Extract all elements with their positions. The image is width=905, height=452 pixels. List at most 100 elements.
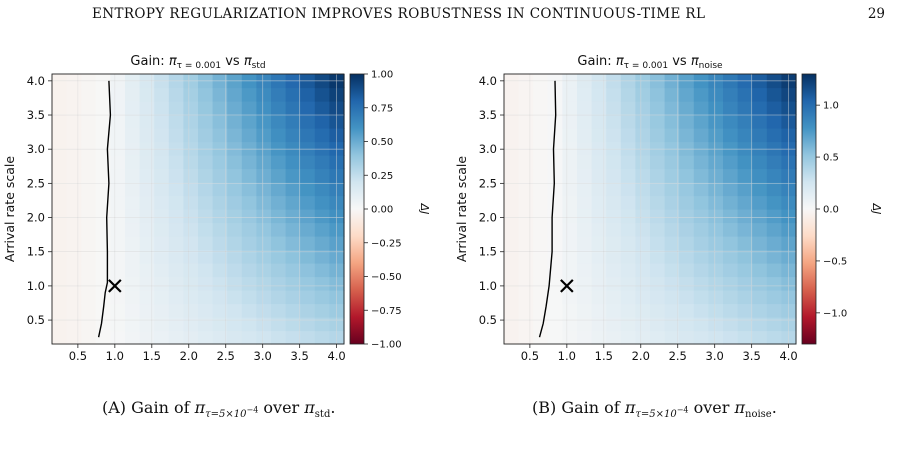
heatmap-cell bbox=[314, 330, 330, 345]
heatmap-cell bbox=[227, 209, 243, 224]
heatmap-cell bbox=[635, 114, 651, 129]
heatmap-cell bbox=[752, 195, 768, 210]
heatmap-cell bbox=[81, 101, 97, 116]
heatmap-cell bbox=[620, 317, 636, 332]
heatmap-cell bbox=[781, 87, 797, 102]
heatmap-cell bbox=[723, 209, 739, 224]
heatmap-cell bbox=[125, 276, 141, 291]
heatmap-cell bbox=[518, 182, 534, 197]
heatmap-cell bbox=[329, 249, 345, 264]
heatmap-cell bbox=[766, 209, 782, 224]
heatmap-cell bbox=[212, 236, 228, 251]
heatmap-cell bbox=[314, 236, 330, 251]
heatmap-cell bbox=[227, 263, 243, 278]
heatmap-cell bbox=[271, 236, 287, 251]
caption-text: Gain of bbox=[131, 398, 195, 417]
heatmap-cell bbox=[664, 222, 680, 237]
heatmap-cell bbox=[723, 263, 739, 278]
heatmap-cell bbox=[154, 155, 170, 170]
heatmap-cell bbox=[168, 290, 184, 305]
y-tick-label: 3.5 bbox=[479, 108, 497, 122]
heatmap-cell bbox=[95, 168, 111, 183]
heatmap-cell bbox=[154, 303, 170, 318]
caption-text: Gain of bbox=[561, 398, 625, 417]
heatmap-cell bbox=[300, 249, 316, 264]
heatmap-cell bbox=[620, 128, 636, 143]
heatmap-cell bbox=[533, 101, 549, 116]
heatmap-cell bbox=[212, 195, 228, 210]
heatmap-cell bbox=[533, 141, 549, 156]
heatmap-cell bbox=[125, 101, 141, 116]
heatmap-cell bbox=[154, 236, 170, 251]
heatmap-cell bbox=[241, 87, 257, 102]
heatmap-cell bbox=[256, 263, 272, 278]
colorbar-tick-label: 1.0 bbox=[823, 101, 839, 112]
heatmap-cell bbox=[693, 195, 709, 210]
heatmap-cell bbox=[620, 290, 636, 305]
heatmap-cell bbox=[95, 290, 111, 305]
heatmap-cell bbox=[95, 141, 111, 156]
heatmap-cell bbox=[95, 276, 111, 291]
heatmap-cell bbox=[562, 101, 578, 116]
heatmap-cell bbox=[125, 195, 141, 210]
heatmap-cell bbox=[606, 330, 622, 345]
heatmap-cell bbox=[314, 249, 330, 264]
heatmap-cells bbox=[504, 74, 797, 345]
heatmap-cell bbox=[198, 101, 214, 116]
heatmap-cell bbox=[110, 168, 126, 183]
heatmap-cell bbox=[723, 87, 739, 102]
heatmap-cell bbox=[300, 182, 316, 197]
heatmap-cell bbox=[52, 209, 68, 224]
heatmap-cell bbox=[285, 128, 301, 143]
caption-pi2: π bbox=[304, 398, 315, 417]
heatmap-cell bbox=[737, 168, 753, 183]
heatmap-cell bbox=[650, 222, 666, 237]
heatmap-cell bbox=[66, 195, 82, 210]
heatmap-cell bbox=[562, 74, 578, 89]
heatmap-cell bbox=[781, 222, 797, 237]
heatmap-cell bbox=[679, 101, 695, 116]
caption-sup: −4 bbox=[676, 405, 689, 415]
heatmap-cell bbox=[168, 101, 184, 116]
heatmap-cell bbox=[591, 182, 607, 197]
heatmap-cell bbox=[168, 249, 184, 264]
heatmap-cell bbox=[154, 74, 170, 89]
heatmap-cell bbox=[271, 141, 287, 156]
heatmap-cell bbox=[781, 330, 797, 345]
heatmap-cell bbox=[285, 330, 301, 345]
heatmap-cell bbox=[168, 317, 184, 332]
heatmap-cell bbox=[95, 182, 111, 197]
heatmap-cell bbox=[562, 330, 578, 345]
heatmap-cell bbox=[285, 209, 301, 224]
heatmap-cell bbox=[285, 249, 301, 264]
heatmap-cell bbox=[708, 168, 724, 183]
heatmap-cell bbox=[66, 114, 82, 129]
heatmap-cell bbox=[81, 87, 97, 102]
heatmap-cell bbox=[693, 236, 709, 251]
heatmap-cell bbox=[95, 74, 111, 89]
x-tick-label: 2.0 bbox=[180, 349, 198, 360]
heatmap-cell bbox=[154, 209, 170, 224]
heatmap-cell bbox=[256, 128, 272, 143]
heatmap-cell bbox=[154, 87, 170, 102]
heatmap-cell bbox=[110, 263, 126, 278]
heatmap-cell bbox=[154, 290, 170, 305]
heatmap-cell bbox=[591, 101, 607, 116]
heatmap-cell bbox=[81, 195, 97, 210]
heatmap-cell bbox=[183, 263, 199, 278]
heatmap-cell bbox=[752, 317, 768, 332]
heatmap-cell bbox=[620, 182, 636, 197]
heatmap-cell bbox=[781, 182, 797, 197]
heatmap-cell bbox=[635, 303, 651, 318]
heatmap-cells bbox=[52, 74, 345, 345]
heatmap-cell bbox=[664, 141, 680, 156]
heatmap-cell bbox=[518, 168, 534, 183]
y-tick-label: 2.0 bbox=[479, 211, 497, 225]
heatmap-cell bbox=[533, 222, 549, 237]
heatmap-cell bbox=[81, 182, 97, 197]
heatmap-cell bbox=[154, 128, 170, 143]
heatmap-cell bbox=[766, 290, 782, 305]
heatmap-cell bbox=[606, 290, 622, 305]
heatmap-cell bbox=[241, 141, 257, 156]
heatmap-cell bbox=[693, 330, 709, 345]
